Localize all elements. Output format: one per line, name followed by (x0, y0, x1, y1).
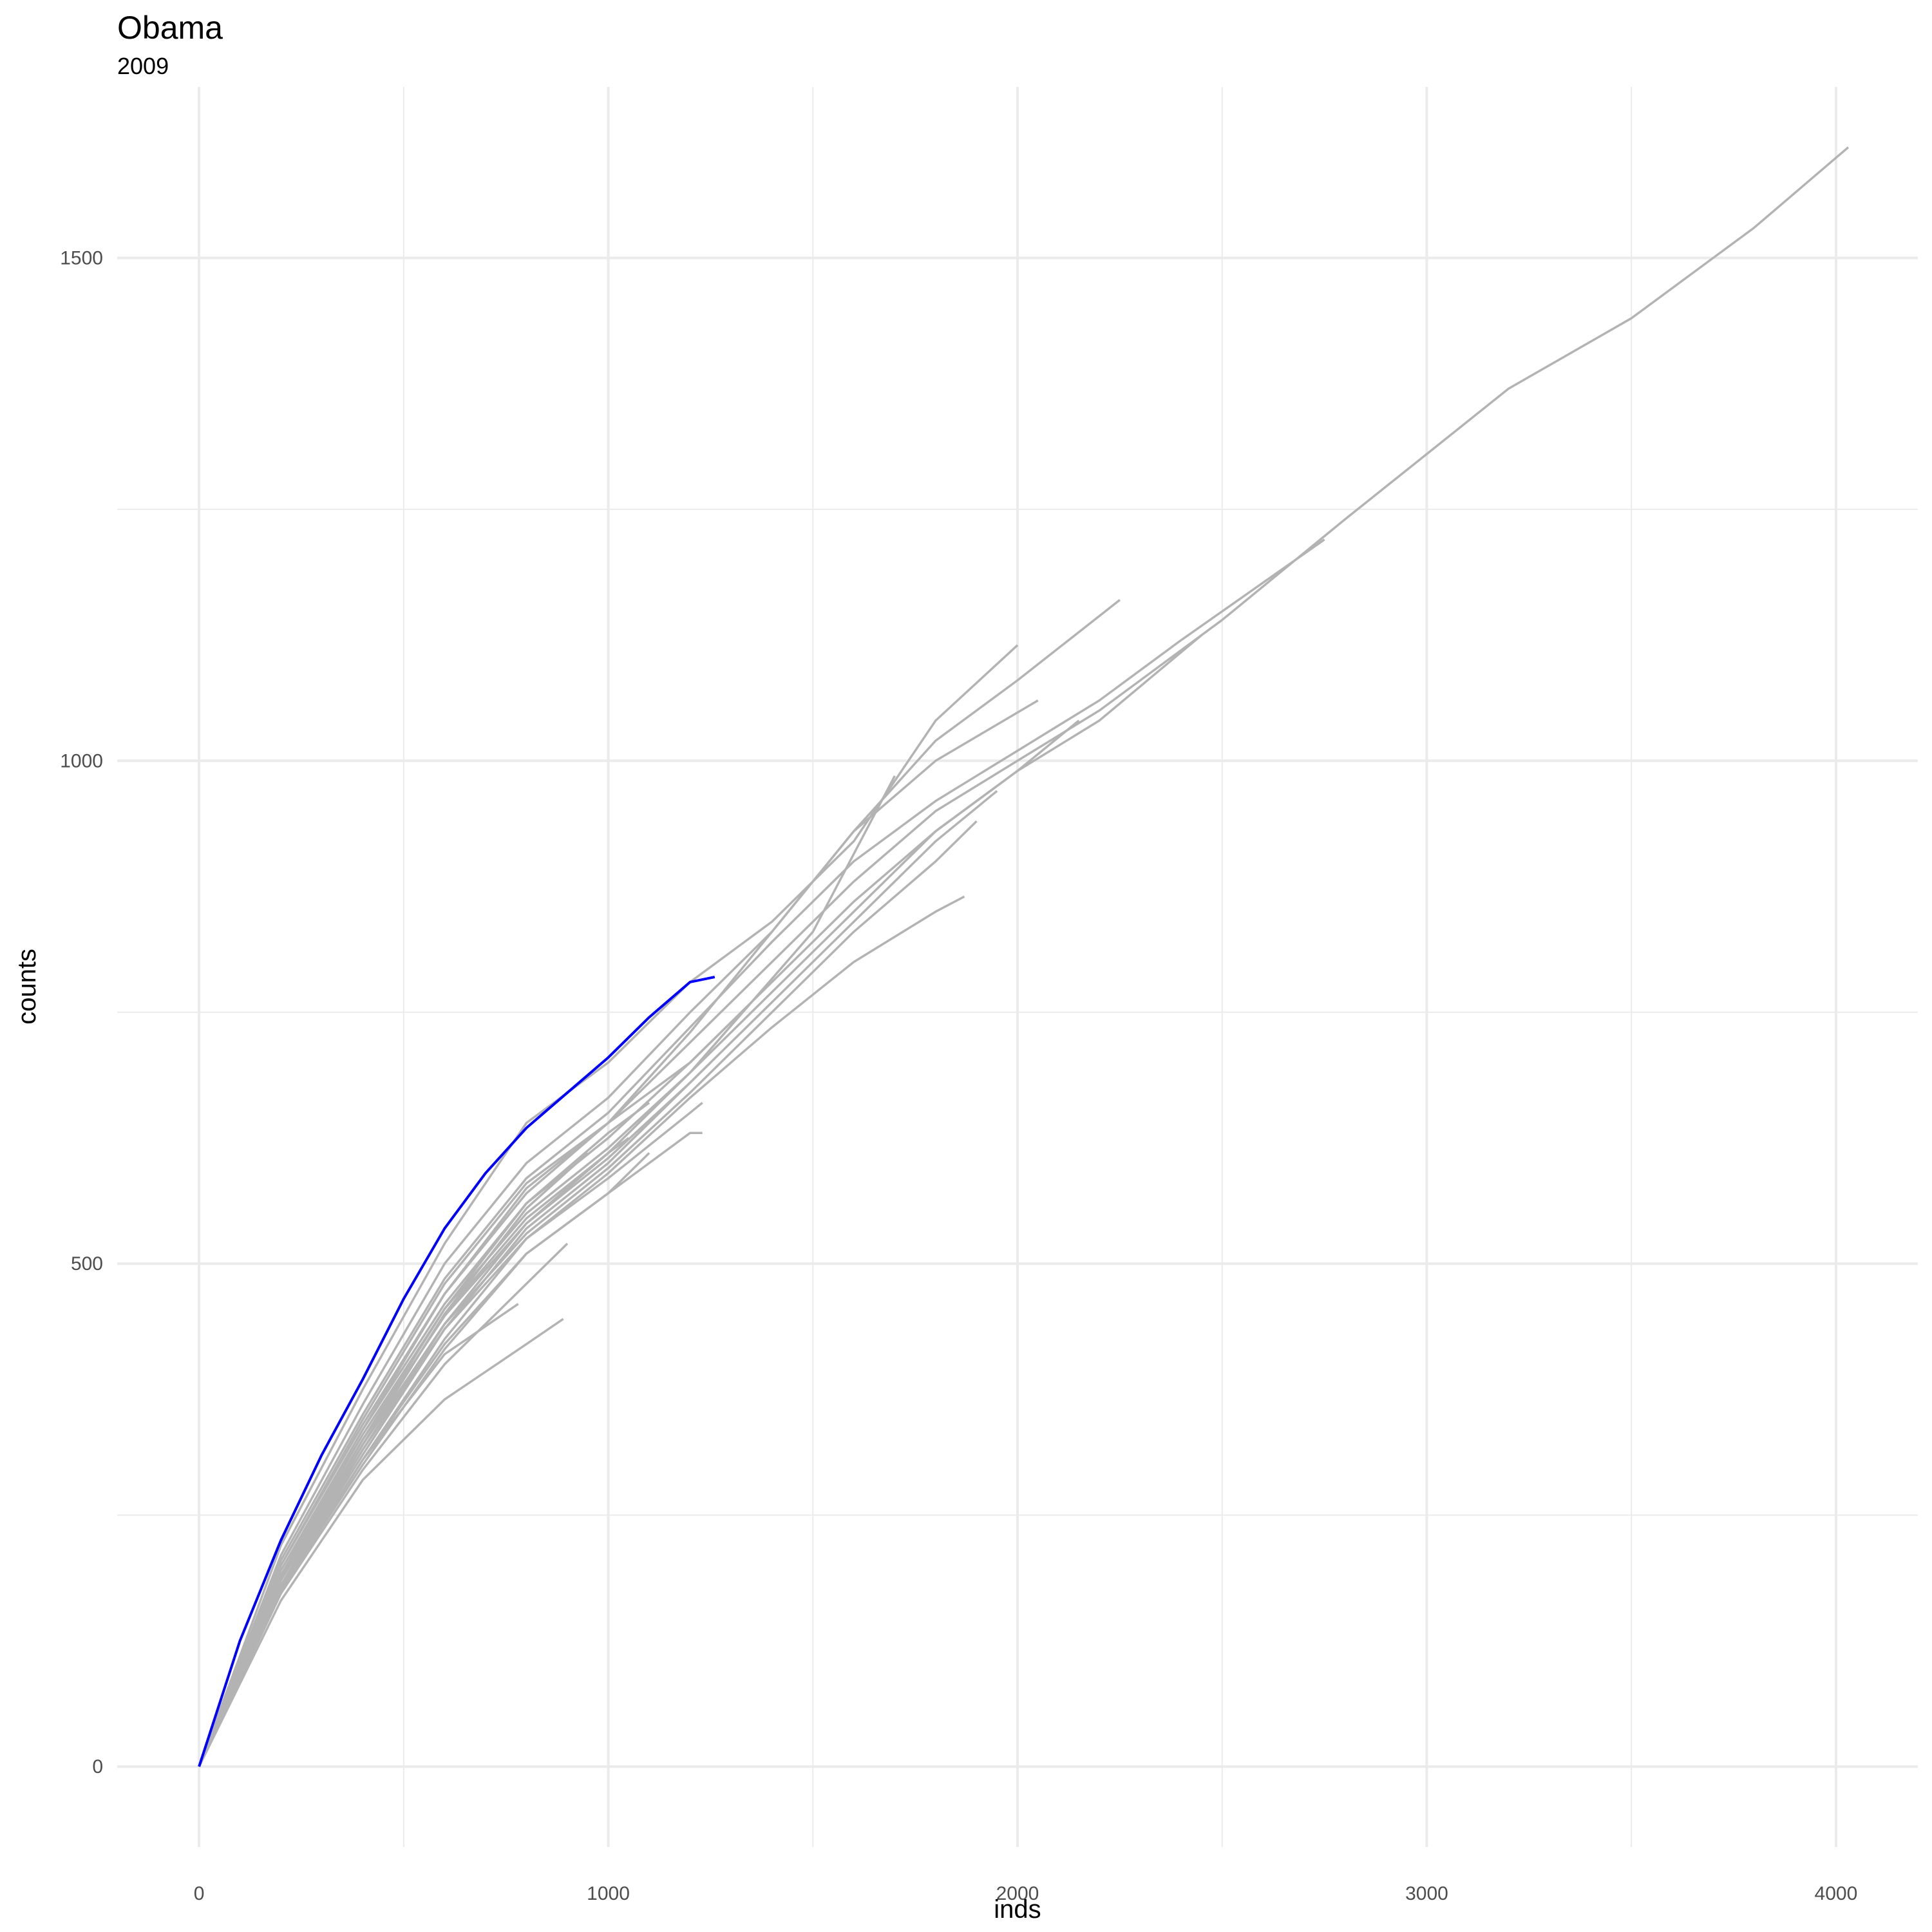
series-layer (198, 146, 1850, 1767)
grid-layer (117, 87, 1918, 1847)
series-line (198, 634, 1203, 1767)
series-line (198, 146, 1850, 1767)
highlight-layer (198, 976, 715, 1767)
x-tick-label: 2000 (996, 1883, 1039, 1904)
series-line (198, 1318, 564, 1767)
series-line (198, 1101, 650, 1767)
y-tick-label: 500 (71, 1253, 103, 1274)
x-tick-label: 0 (194, 1883, 205, 1904)
chart-subtitle: 2009 (117, 53, 169, 79)
highlight-series-line (198, 976, 715, 1767)
x-tick-label: 3000 (1405, 1883, 1448, 1904)
chart-title: Obama (117, 10, 223, 46)
y-tick-label: 1500 (60, 247, 103, 269)
series-line (198, 1132, 703, 1767)
series-line (198, 790, 998, 1767)
x-tick-label: 1000 (587, 1883, 630, 1904)
series-line (198, 719, 1080, 1767)
series-line (198, 538, 1325, 1767)
series-line (198, 1242, 569, 1767)
series-line (198, 820, 978, 1767)
x-axis-title: inds (994, 1895, 1041, 1924)
series-line (198, 1303, 519, 1767)
series-line (198, 1101, 703, 1767)
x-tick-label: 4000 (1815, 1883, 1858, 1904)
y-tick-label: 1000 (60, 750, 103, 772)
series-line (198, 1152, 589, 1767)
tick-labels: 0 1000 2000 3000 4000 0 500 1000 1500 (60, 247, 1857, 1904)
y-axis-title: counts (13, 949, 41, 1025)
series-line (198, 599, 1121, 1767)
series-line (198, 699, 1039, 1767)
series-line (198, 1137, 630, 1767)
series-line (198, 775, 896, 1767)
series-line (198, 895, 965, 1767)
y-tick-label: 0 (92, 1756, 103, 1777)
series-line (198, 1152, 650, 1767)
